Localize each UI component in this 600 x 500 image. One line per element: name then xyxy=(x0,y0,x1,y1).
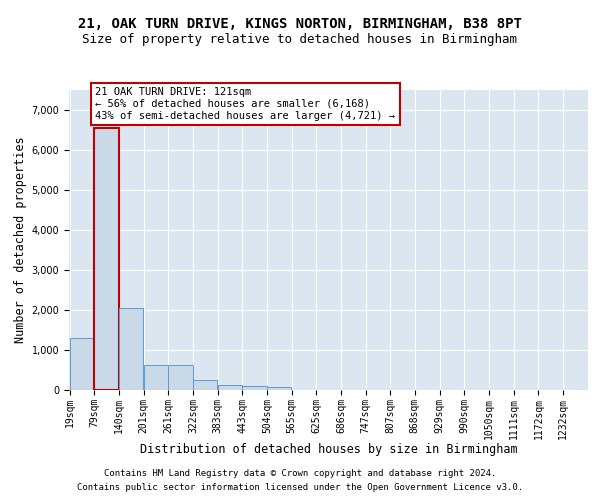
Text: Contains public sector information licensed under the Open Government Licence v3: Contains public sector information licen… xyxy=(77,484,523,492)
Bar xyxy=(94,128,119,390)
Y-axis label: Number of detached properties: Number of detached properties xyxy=(14,136,28,344)
Text: 21 OAK TURN DRIVE: 121sqm
← 56% of detached houses are smaller (6,168)
43% of se: 21 OAK TURN DRIVE: 121sqm ← 56% of detac… xyxy=(95,88,395,120)
Bar xyxy=(144,365,168,390)
Bar xyxy=(119,308,143,390)
Text: 21, OAK TURN DRIVE, KINGS NORTON, BIRMINGHAM, B38 8PT: 21, OAK TURN DRIVE, KINGS NORTON, BIRMIN… xyxy=(78,18,522,32)
Bar xyxy=(70,338,94,390)
Text: Size of property relative to detached houses in Birmingham: Size of property relative to detached ho… xyxy=(83,32,517,46)
Bar xyxy=(218,385,242,390)
Bar xyxy=(242,386,266,390)
Text: Contains HM Land Registry data © Crown copyright and database right 2024.: Contains HM Land Registry data © Crown c… xyxy=(104,468,496,477)
Bar xyxy=(168,365,193,390)
Bar xyxy=(193,380,217,390)
Bar xyxy=(267,387,292,390)
X-axis label: Distribution of detached houses by size in Birmingham: Distribution of detached houses by size … xyxy=(140,443,517,456)
